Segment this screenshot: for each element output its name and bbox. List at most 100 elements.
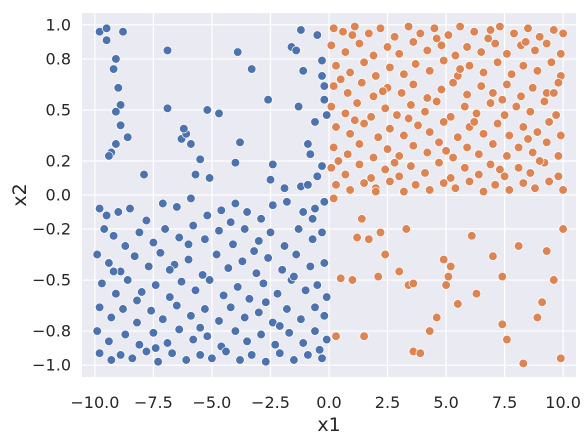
- data-point-series-1: [216, 205, 226, 215]
- data-point-series-2: [469, 117, 479, 127]
- data-point-series-2: [380, 103, 390, 113]
- data-point-series-2: [478, 186, 489, 197]
- y-tick-label: 0.2: [46, 151, 71, 170]
- data-point-series-2: [422, 147, 432, 158]
- data-point-series-2: [340, 108, 351, 119]
- data-point-series-1: [317, 353, 327, 363]
- data-point-series-1: [130, 251, 140, 261]
- data-point-series-1: [223, 263, 233, 273]
- data-point-series-2: [495, 21, 505, 32]
- data-point-series-2: [518, 358, 528, 369]
- data-point-series-1: [123, 275, 133, 285]
- data-point-series-2: [373, 271, 383, 282]
- data-point-series-2: [366, 173, 376, 183]
- data-point-series-2: [347, 275, 358, 285]
- data-point-series-1: [202, 210, 212, 221]
- data-point-series-2: [359, 118, 369, 129]
- data-point-series-1: [256, 329, 266, 340]
- data-point-series-1: [214, 108, 224, 119]
- data-point-series-1: [204, 275, 215, 285]
- data-point-series-2: [553, 151, 564, 161]
- data-point-series-1: [190, 285, 201, 295]
- y-tick-label: 1.0: [46, 15, 71, 34]
- data-point-series-1: [279, 241, 290, 251]
- data-point-series-1: [270, 340, 280, 350]
- data-point-series-2: [392, 110, 402, 120]
- data-point-series-2: [535, 156, 545, 166]
- data-point-series-1: [99, 224, 109, 234]
- data-point-series-1: [221, 346, 231, 357]
- data-point-series-1: [214, 316, 224, 326]
- data-point-series-2: [558, 185, 568, 195]
- data-point-series-2: [546, 57, 557, 67]
- data-point-series-2: [464, 176, 475, 187]
- data-point-series-1: [162, 338, 173, 348]
- data-point-series-2: [483, 33, 493, 44]
- data-point-series-1: [244, 294, 255, 304]
- data-point-series-2: [406, 100, 416, 110]
- data-point-series-1: [305, 261, 315, 272]
- data-point-series-1: [162, 45, 173, 56]
- data-point-series-2: [497, 271, 507, 282]
- data-point-series-2: [511, 101, 521, 112]
- data-point-series-2: [499, 171, 510, 181]
- data-point-series-2: [396, 88, 407, 98]
- data-point-series-2: [478, 67, 489, 78]
- data-point-series-1: [282, 197, 292, 207]
- data-point-series-2: [368, 152, 379, 163]
- data-point-series-2: [490, 38, 500, 49]
- data-point-series-1: [167, 348, 177, 358]
- data-point-series-1: [104, 151, 114, 161]
- data-point-series-2: [471, 289, 482, 299]
- data-point-series-1: [291, 249, 301, 260]
- y-tick-labels: −1.0 −0.8 −0.5 −0.2 0.0 0.2 0.5 0.8 1.0: [32, 15, 71, 374]
- data-point-series-1: [195, 323, 205, 333]
- data-point-series-2: [528, 83, 538, 93]
- data-point-series-2: [425, 185, 435, 195]
- data-point-series-2: [371, 71, 381, 81]
- data-point-series-1: [307, 214, 318, 224]
- data-point-series-2: [439, 117, 449, 127]
- data-point-series-2: [375, 23, 386, 33]
- data-point-series-2: [558, 224, 568, 234]
- data-point-series-2: [399, 186, 409, 197]
- data-point-series-2: [542, 137, 552, 147]
- data-point-series-2: [350, 21, 360, 32]
- data-point-series-1: [115, 350, 126, 360]
- data-point-series-1: [319, 95, 329, 105]
- data-point-series-1: [115, 120, 126, 130]
- data-point-series-2: [556, 130, 566, 141]
- data-point-series-1: [319, 311, 329, 321]
- data-point-series-1: [132, 317, 142, 328]
- data-point-series-2: [394, 266, 404, 277]
- data-point-series-2: [488, 88, 498, 98]
- data-point-series-1: [242, 207, 252, 217]
- data-point-series-1: [312, 280, 322, 290]
- data-point-series-2: [352, 98, 362, 108]
- y-tick-label: −1.0: [32, 356, 71, 375]
- data-point-series-1: [146, 306, 156, 316]
- data-point-series-2: [553, 78, 564, 88]
- data-point-series-2: [415, 28, 425, 39]
- data-point-series-1: [111, 139, 121, 149]
- data-point-series-2: [497, 319, 507, 329]
- data-point-series-2: [340, 47, 351, 57]
- data-point-series-1: [151, 280, 161, 290]
- data-point-series-1: [120, 329, 130, 340]
- data-point-series-2: [352, 232, 362, 243]
- data-point-series-1: [179, 124, 189, 134]
- data-point-series-1: [94, 203, 105, 214]
- data-point-series-2: [408, 79, 418, 90]
- x-tick-label: 2.5: [375, 393, 400, 412]
- data-point-series-2: [485, 25, 496, 35]
- data-point-series-1: [183, 239, 194, 249]
- data-point-series-1: [247, 64, 257, 74]
- data-point-series-1: [141, 215, 152, 226]
- data-point-series-2: [532, 127, 543, 137]
- data-point-series-1: [101, 210, 112, 221]
- data-point-series-1: [174, 324, 184, 335]
- data-point-series-2: [373, 132, 383, 142]
- data-point-series-1: [106, 355, 116, 365]
- data-point-series-2: [471, 108, 482, 119]
